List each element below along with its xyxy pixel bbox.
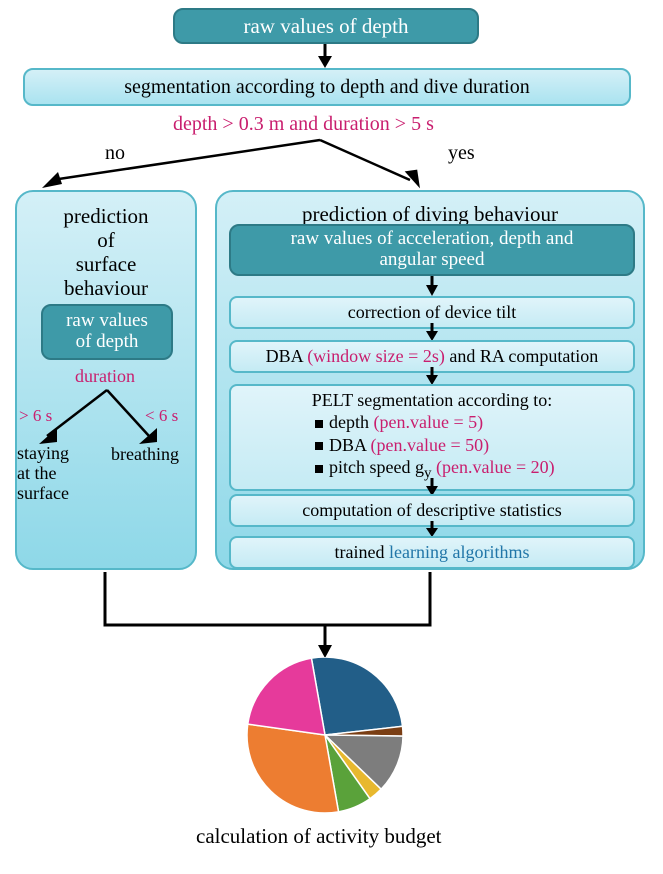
yes-text: yes <box>448 142 475 164</box>
pelt-title: PELT segmentation according to: <box>245 390 619 411</box>
arrow-top-seg <box>317 44 333 68</box>
caption-text: calculation of activity budget <box>196 824 442 848</box>
pelt-0-label: depth <box>329 412 374 432</box>
right-panel: prediction of diving behaviour raw value… <box>215 190 645 570</box>
no-text: no <box>105 142 125 164</box>
caption: calculation of activity budget <box>196 824 442 849</box>
dba-suffix: and RA computation <box>445 346 598 366</box>
rp-title: prediction of diving behaviour <box>302 202 558 226</box>
segmentation-text: segmentation according to depth and dive… <box>124 76 529 99</box>
stats-text: computation of descriptive statistics <box>302 500 561 520</box>
pie-slice <box>247 724 339 813</box>
gt6-label: > 6 s <box>19 406 52 426</box>
left-raw-box: raw values of depth <box>41 304 173 360</box>
left-panel: prediction of surface behaviour raw valu… <box>15 190 197 570</box>
condition-label: depth > 0.3 m and duration > 5 s <box>173 113 434 136</box>
staying-label: staying at the surface <box>17 444 69 503</box>
lp-title-0: prediction <box>27 204 185 228</box>
raw-depth-box: raw values of depth <box>173 8 479 44</box>
dba-prefix: DBA <box>266 346 308 366</box>
trained-prefix: trained <box>335 542 389 562</box>
rp-raw-0: raw values of acceleration, depth and <box>291 229 574 250</box>
tilt-text: correction of device tilt <box>348 302 516 322</box>
pelt-0-pink: (pen.value = 5) <box>374 412 484 432</box>
pie-slice <box>311 657 402 735</box>
pelt-items: depth (pen.value = 5) DBA (pen.value = 5… <box>245 411 619 483</box>
bullet-icon <box>315 465 323 473</box>
stay-1: at the <box>17 464 69 484</box>
bullet-icon <box>315 420 323 428</box>
pelt-box: PELT segmentation according to: depth (p… <box>229 384 635 491</box>
pelt-item-2: pitch speed gy (pen.value = 20) <box>315 456 619 483</box>
left-panel-title: prediction of surface behaviour <box>27 204 185 301</box>
segmentation-box: segmentation according to depth and dive… <box>23 68 631 106</box>
lp-raw-0: raw values <box>66 311 148 332</box>
breathing-label: breathing <box>111 444 179 465</box>
breathing-text: breathing <box>111 444 179 464</box>
rp-arrow-2 <box>425 323 439 341</box>
pelt-item-1: DBA (pen.value = 50) <box>315 434 619 457</box>
duration-label: duration <box>75 366 135 387</box>
lp-title-3: behaviour <box>27 276 185 300</box>
pie-chart <box>247 657 403 813</box>
yes-label: yes <box>448 142 475 165</box>
lp-raw-1: of depth <box>76 332 139 353</box>
rp-arrow-3 <box>425 367 439 385</box>
condition-text: depth > 0.3 m and duration > 5 s <box>173 113 434 135</box>
pelt-1-pink: (pen.value = 50) <box>371 435 490 455</box>
duration-text: duration <box>75 366 135 386</box>
pelt-2-pink: (pen.value = 20) <box>436 457 555 477</box>
gt6-text: > 6 s <box>19 406 52 425</box>
pelt-1-label: DBA <box>329 435 371 455</box>
dba-pink: (window size = 2s) <box>307 346 445 366</box>
stay-0: staying <box>17 444 69 464</box>
pelt-item-0: depth (pen.value = 5) <box>315 411 619 434</box>
lt6-label: < 6 s <box>145 406 178 426</box>
stay-2: surface <box>17 484 69 504</box>
lt6-text: < 6 s <box>145 406 178 425</box>
no-label: no <box>105 142 125 165</box>
bullet-icon <box>315 442 323 450</box>
trained-blue: learning algorithms <box>389 542 529 562</box>
pelt-2-pre: pitch speed g <box>329 457 424 477</box>
rp-raw-1: angular speed <box>380 250 485 271</box>
pie-slice <box>248 658 325 735</box>
right-raw-box: raw values of acceleration, depth and an… <box>229 224 635 276</box>
lp-title-1: of <box>27 228 185 252</box>
trained-box: trained learning algorithms <box>229 536 635 569</box>
rp-arrow-5 <box>425 521 439 537</box>
rp-arrow-1 <box>425 276 439 296</box>
raw-depth-text: raw values of depth <box>243 14 408 39</box>
lp-title-2: surface <box>27 252 185 276</box>
